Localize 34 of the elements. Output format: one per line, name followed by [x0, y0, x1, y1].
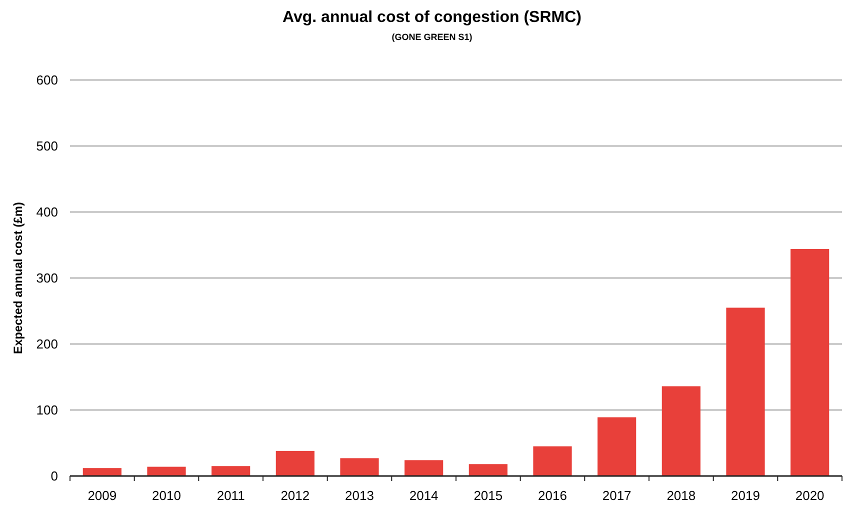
x-tick-label: 2016: [538, 488, 567, 503]
bar: [790, 248, 830, 476]
y-tick-label: 400: [36, 204, 58, 220]
bar: [468, 464, 508, 476]
x-tick-label: 2013: [345, 488, 374, 503]
y-tick-label: 100: [36, 402, 58, 418]
y-tick-label: 600: [36, 72, 58, 88]
chart-subtitle: (GONE GREEN S1): [392, 32, 472, 42]
bar: [212, 466, 250, 476]
y-axis-title: Expected annual cost (£m): [11, 202, 25, 354]
x-tick-label: 2010: [152, 488, 181, 503]
bar: [147, 466, 186, 476]
bar: [340, 458, 379, 476]
bar: [726, 308, 765, 476]
y-tick-label: 500: [36, 138, 58, 154]
y-tick-label: 0: [50, 468, 58, 484]
x-tick-label: 2015: [474, 488, 503, 503]
bar: [662, 386, 700, 476]
y-tick-label: 300: [36, 270, 58, 286]
bar: [404, 460, 444, 476]
x-tick-label: 2017: [602, 488, 632, 503]
bar: [598, 417, 636, 476]
x-tick-label: 2019: [731, 488, 760, 503]
bar: [533, 446, 572, 476]
y-tick-label: 200: [36, 336, 58, 352]
chart-title: Avg. annual cost of congestion (SRMC): [282, 9, 582, 26]
x-tick-label: 2014: [409, 488, 438, 503]
x-tick-label: 2018: [666, 488, 696, 503]
x-tick-label: 2009: [88, 488, 117, 503]
x-tick-label: 2012: [280, 488, 310, 503]
x-tick-label: 2011: [216, 488, 245, 503]
bar: [82, 468, 122, 476]
x-tick-label: 2020: [795, 488, 824, 503]
bar: [276, 450, 314, 476]
